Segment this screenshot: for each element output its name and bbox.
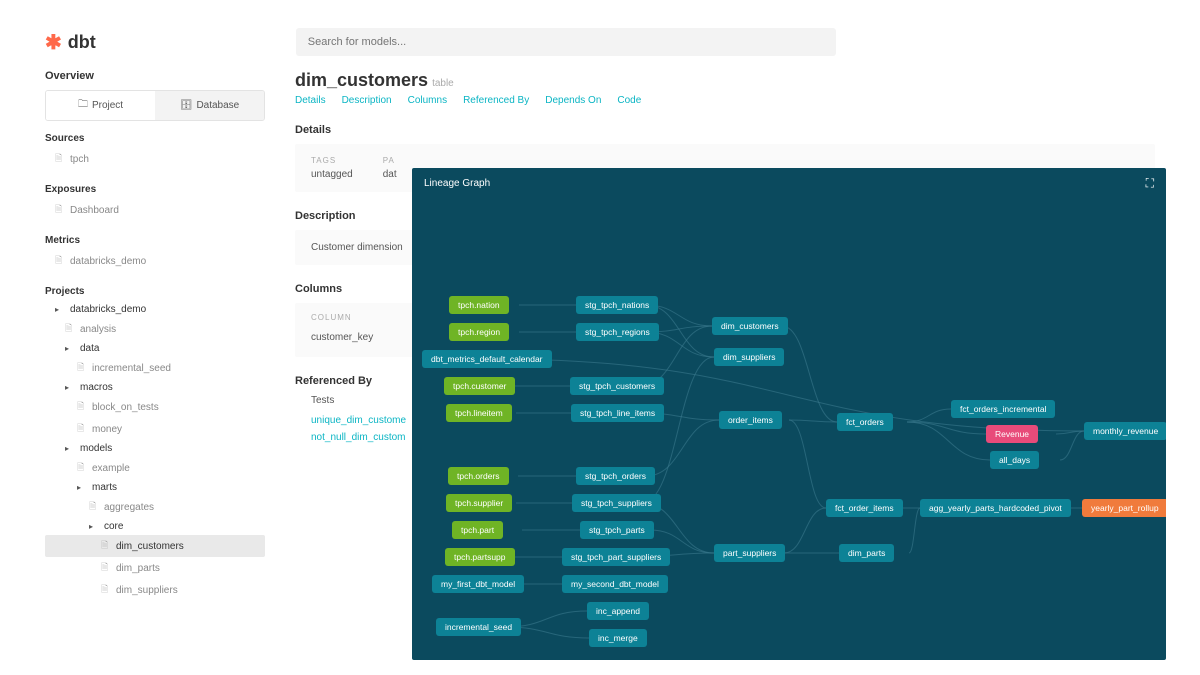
lineage-node-supplier[interactable]: tpch.supplier	[446, 494, 512, 512]
lineage-node-first_model[interactable]: my_first_dbt_model	[432, 575, 524, 593]
tree-item-dim-parts[interactable]: dim_parts	[45, 557, 265, 579]
folder-icon	[65, 343, 75, 354]
tree-item-core[interactable]: core	[45, 518, 265, 535]
tab-details[interactable]: Details	[295, 95, 326, 106]
lineage-node-dbt_cal[interactable]: dbt_metrics_default_calendar	[422, 350, 552, 368]
lineage-node-inc_merge[interactable]: inc_merge	[589, 629, 647, 647]
sidebar-item-dashboard[interactable]: Dashboard	[45, 199, 265, 221]
lineage-node-part[interactable]: tpch.part	[452, 521, 503, 539]
lineage-node-stg_customers[interactable]: stg_tpch_customers	[570, 377, 664, 395]
tree-item-databricks-demo[interactable]: databricks_demo	[45, 301, 265, 318]
lineage-graph[interactable]: tpch.nation tpch.region dbt_metrics_defaul…	[412, 199, 1166, 660]
lineage-node-revenue[interactable]: Revenue	[986, 425, 1038, 443]
content-tabs: Details Description Columns Referenced By De…	[295, 95, 1155, 106]
topbar: ✱ dbt	[45, 28, 1155, 56]
tab-depends-on[interactable]: Depends On	[545, 95, 601, 106]
tab-referenced-by[interactable]: Referenced By	[463, 95, 529, 106]
lineage-node-orders[interactable]: tpch.orders	[448, 467, 509, 485]
folder-icon	[77, 482, 87, 493]
file-icon	[101, 582, 111, 598]
lineage-node-fct_order_items[interactable]: fct_order_items	[826, 499, 903, 517]
lineage-node-stg_regions[interactable]: stg_tpch_regions	[576, 323, 659, 341]
tab-code[interactable]: Code	[617, 95, 641, 106]
sidebar-tabs: 🗀Project 🗄Database	[45, 90, 265, 121]
tree-item-marts[interactable]: marts	[45, 479, 265, 496]
tree-item-aggregates[interactable]: aggregates	[45, 496, 265, 518]
file-icon	[77, 399, 87, 415]
lineage-node-dim_parts[interactable]: dim_parts	[839, 544, 894, 562]
metrics-heading: Metrics	[45, 235, 265, 246]
lineage-node-stg_nations[interactable]: stg_tpch_nations	[576, 296, 658, 314]
lineage-node-part_suppliers[interactable]: part_suppliers	[714, 544, 785, 562]
lineage-node-all_days[interactable]: all_days	[990, 451, 1039, 469]
lineage-node-stg_parts[interactable]: stg_tpch_parts	[580, 521, 654, 539]
logo: ✱ dbt	[45, 30, 96, 55]
folder-icon	[65, 443, 75, 454]
lineage-node-agg_pivot[interactable]: agg_yearly_parts_hardcoded_pivot	[920, 499, 1071, 517]
lineage-node-dim_suppliers[interactable]: dim_suppliers	[714, 348, 784, 366]
folder-icon	[65, 382, 75, 393]
lineage-node-second_model[interactable]: my_second_dbt_model	[562, 575, 668, 593]
lineage-node-region[interactable]: tpch.region	[449, 323, 509, 341]
lineage-node-dim_customers[interactable]: dim_customers	[712, 317, 788, 335]
tab-database[interactable]: 🗄Database	[155, 91, 264, 120]
folder-icon	[89, 499, 99, 515]
lineage-node-stg_suppliers[interactable]: stg_tpch_suppliers	[572, 494, 661, 512]
tree-item-dim-customers[interactable]: dim_customers	[45, 535, 265, 557]
lineage-node-fct_inc[interactable]: fct_orders_incremental	[951, 400, 1055, 418]
file-icon	[77, 360, 87, 376]
search-wrap	[296, 28, 836, 56]
tree-item-example[interactable]: example	[45, 457, 265, 479]
tree-item-incremental-seed[interactable]: incremental_seed	[45, 357, 265, 379]
lineage-node-inc_seed[interactable]: incremental_seed	[436, 618, 521, 636]
lineage-node-inc_append[interactable]: inc_append	[587, 602, 649, 620]
details-heading: Details	[295, 124, 1155, 136]
search-input[interactable]	[296, 28, 836, 56]
sidebar-item-metrics-demo[interactable]: databricks_demo	[45, 250, 265, 272]
tab-columns[interactable]: Columns	[408, 95, 447, 106]
file-icon	[101, 560, 111, 576]
project-tree: databricks_demoanalysisdataincremental_s…	[45, 301, 265, 601]
tab-description[interactable]: Description	[342, 95, 392, 106]
lineage-node-monthly_rev[interactable]: monthly_revenue	[1084, 422, 1166, 440]
folder-icon	[77, 460, 87, 476]
tree-item-dim-suppliers[interactable]: dim_suppliers	[45, 579, 265, 601]
lineage-node-nation[interactable]: tpch.nation	[449, 296, 509, 314]
tree-item-data[interactable]: data	[45, 340, 265, 357]
sources-heading: Sources	[45, 133, 265, 144]
sidebar-item-tpch[interactable]: tpch	[45, 148, 265, 170]
lineage-panel: Lineage Graph ⛶ tpch.nation tpch.region db…	[412, 168, 1166, 660]
sidebar: Overview 🗀Project 🗄Database Sources tpch…	[45, 70, 265, 675]
logo-text: dbt	[68, 32, 96, 53]
folder-icon	[65, 321, 75, 337]
tree-item-money[interactable]: money	[45, 418, 265, 440]
lineage-node-customer[interactable]: tpch.customer	[444, 377, 515, 395]
logo-icon: ✱	[45, 30, 62, 55]
lineage-node-fct_orders[interactable]: fct_orders	[837, 413, 893, 431]
lineage-node-stg_orders[interactable]: stg_tpch_orders	[576, 467, 655, 485]
page-title: dim_customerstable	[295, 70, 1155, 91]
tree-item-models[interactable]: models	[45, 440, 265, 457]
file-icon	[77, 421, 87, 437]
file-icon	[101, 538, 111, 554]
lineage-node-partsupp[interactable]: tpch.partsupp	[445, 548, 515, 566]
exposures-heading: Exposures	[45, 184, 265, 195]
lineage-title: Lineage Graph	[424, 178, 490, 189]
lineage-node-yearly_rollup[interactable]: yearly_part_rollup	[1082, 499, 1166, 517]
tree-item-analysis[interactable]: analysis	[45, 318, 265, 340]
tree-item-macros[interactable]: macros	[45, 379, 265, 396]
folder-icon	[55, 304, 65, 315]
lineage-node-stg_partsupp[interactable]: stg_tpch_part_suppliers	[562, 548, 670, 566]
overview-heading: Overview	[45, 70, 265, 82]
lineage-node-order_items[interactable]: order_items	[719, 411, 782, 429]
lineage-node-lineitem[interactable]: tpch.lineitem	[446, 404, 512, 422]
folder-icon	[89, 521, 99, 532]
projects-heading: Projects	[45, 286, 265, 297]
tab-project[interactable]: 🗀Project	[46, 91, 155, 120]
lineage-node-stg_lineitems[interactable]: stg_tpch_line_items	[571, 404, 664, 422]
tree-item-block-on-tests[interactable]: block_on_tests	[45, 396, 265, 418]
fullscreen-icon[interactable]: ⛶	[1146, 176, 1154, 191]
